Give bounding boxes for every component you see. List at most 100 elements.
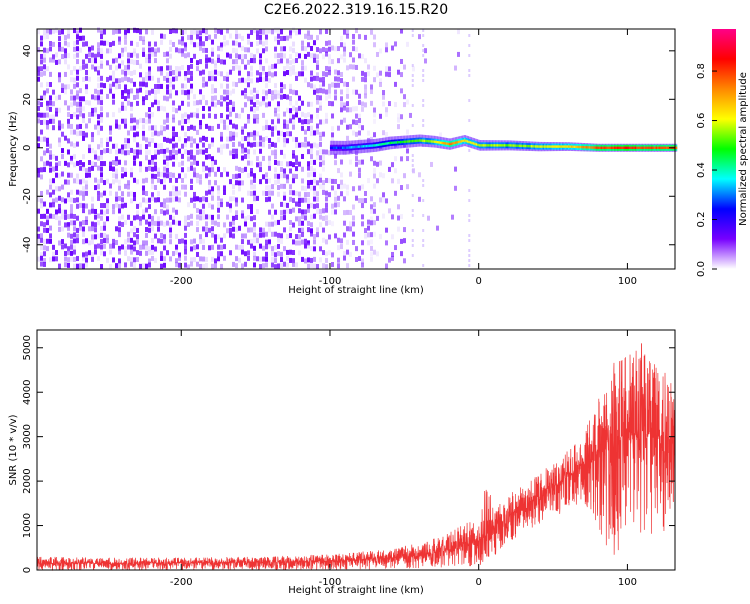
spectrogram-cell — [277, 263, 280, 269]
spectrogram-cell — [193, 138, 196, 144]
spectrogram-cell — [211, 167, 214, 173]
spectrogram-cell — [190, 246, 193, 252]
spectrogram-cell — [250, 96, 253, 102]
spectrogram-cell — [124, 105, 127, 111]
spectrogram-cell — [394, 81, 397, 87]
spectrogram-cell — [310, 214, 313, 220]
spectrogram-cell — [46, 246, 49, 252]
spectrogram-cell — [220, 95, 223, 101]
spectrogram-cell — [151, 51, 154, 57]
spectrogram-cell — [349, 107, 352, 113]
spectrogram-cell — [181, 89, 184, 95]
spectrogram-cell — [358, 53, 361, 59]
spectrogram-cell — [37, 167, 40, 173]
spectrogram-cell — [205, 54, 208, 60]
spectrogram-cell — [238, 186, 241, 192]
spectrogram-cell — [208, 57, 211, 63]
spectrogram-cell — [61, 83, 64, 89]
spectrogram-cell — [76, 238, 79, 244]
spectrogram-cell — [151, 220, 154, 226]
spectrogram-cell — [163, 148, 166, 154]
spectrogram-cell — [253, 102, 256, 108]
spectrogram-cell — [322, 237, 325, 243]
spectrogram-cell — [85, 172, 88, 178]
spectrogram-cell — [121, 167, 124, 173]
spectrogram-cell — [340, 179, 343, 185]
spectrogram-cell — [307, 51, 310, 57]
spectrogram-ridge-segment — [478, 144, 481, 147]
spectrogram-cell — [52, 198, 55, 204]
spectrogram-cell — [385, 240, 388, 246]
spectrogram-cell — [145, 207, 148, 213]
spectrogram-cell — [175, 28, 178, 34]
spectrogram-ridge-segment — [645, 146, 648, 149]
spectrogram-cell — [352, 186, 355, 192]
spectrogram-cell — [106, 257, 109, 263]
spectrogram-cell — [376, 251, 379, 257]
spectrogram-cell — [298, 95, 301, 101]
spectrogram-cell — [316, 154, 319, 160]
spectrogram-cell — [76, 107, 79, 113]
spectrogram-ridge-segment — [332, 146, 336, 149]
spectrogram-cell — [139, 161, 142, 167]
spectrogram-ridge-segment — [547, 145, 550, 148]
spectrogram-cell — [157, 149, 160, 155]
spectrogram-cell — [178, 252, 181, 258]
spectrogram-ridge-segment — [387, 141, 391, 145]
spectrogram-cell — [394, 41, 397, 47]
spectrogram-cell — [73, 232, 76, 238]
spectrogram-cell — [121, 94, 124, 100]
spectrogram-cell — [313, 89, 316, 95]
spectrogram-cell — [181, 40, 184, 46]
spectrogram-cell — [259, 232, 262, 238]
spectrogram-cell — [304, 209, 307, 215]
spectrogram-cell — [337, 58, 340, 64]
spectrogram-cell — [232, 196, 235, 202]
spectrogram-cell — [298, 197, 301, 203]
spectrogram-cell — [265, 40, 268, 46]
spectrogram-cell — [247, 215, 250, 221]
spectrogram-ridge-segment — [501, 144, 504, 147]
spectrogram-cell — [304, 197, 307, 203]
spectrogram-cell — [175, 90, 178, 96]
spectrogram-cell — [82, 186, 85, 192]
spectrogram-cell — [160, 39, 163, 45]
spectrogram-cell — [328, 46, 331, 52]
spectrogram-cell — [358, 130, 361, 136]
spectrogram-cell — [148, 141, 151, 147]
spectrogram-cell — [247, 39, 250, 45]
spectrogram-cell — [67, 222, 70, 228]
spectrogram-cell — [118, 78, 121, 84]
spectrogram-cell — [130, 59, 133, 65]
spectrogram-cell — [181, 30, 184, 36]
spectrogram-cell — [76, 82, 79, 88]
spectrogram-cell — [37, 233, 40, 239]
spectrogram-cell — [325, 251, 328, 257]
spectrogram-cell — [262, 65, 265, 71]
spectrogram-cell — [169, 221, 172, 227]
spectrogram-cell — [184, 184, 187, 190]
spectrogram-cell — [265, 256, 268, 262]
spectrogram-cell — [79, 179, 82, 185]
spectrogram-cell — [76, 197, 79, 203]
spectrogram-cell — [307, 240, 310, 246]
spectrogram-cell — [283, 261, 286, 267]
spectrogram-cell — [373, 107, 376, 113]
spectrogram-cell — [364, 34, 367, 40]
spectrogram-cell — [70, 256, 73, 262]
spectrogram-cell — [379, 48, 382, 54]
spectrogram-cell — [217, 185, 220, 191]
spectrogram-cell — [205, 47, 208, 53]
spectrogram-cell — [127, 180, 130, 186]
spectrogram-cell — [370, 216, 373, 222]
spectrogram-cell — [283, 142, 286, 148]
spectrogram-cell — [277, 101, 280, 107]
spectrogram-ridge-segment — [572, 145, 575, 148]
spectrogram-cell — [232, 183, 235, 189]
spectrogram-cell — [211, 39, 214, 45]
spectrogram-cell — [190, 30, 193, 36]
spectrogram-cell — [211, 186, 214, 192]
spectrogram-cell — [121, 118, 124, 124]
spectrogram-cell — [64, 135, 67, 141]
spectrogram-cell — [343, 57, 346, 63]
